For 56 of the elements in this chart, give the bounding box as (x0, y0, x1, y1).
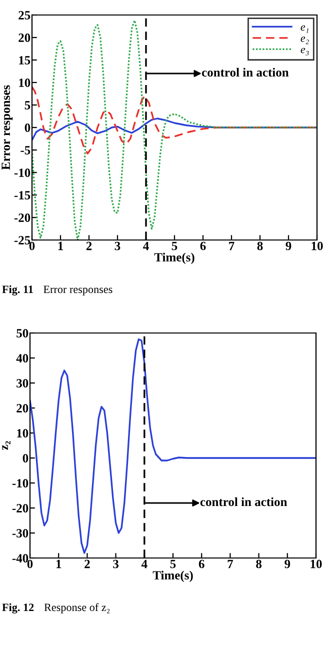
line-series (30, 338, 316, 554)
y-tick-label: -5 (20, 146, 30, 154)
x-tick-label: 3 (113, 560, 118, 568)
y-tick-label: 0 (24, 124, 30, 132)
y-tick-label: 10 (19, 78, 30, 87)
x-tick-label: 9 (286, 242, 292, 250)
x-tick-label: 7 (229, 242, 234, 250)
annotation: control in action (202, 68, 289, 77)
x-tick-label: 2 (84, 560, 90, 568)
y-tick-label: 5 (24, 101, 30, 110)
x-tick-label: 1 (56, 560, 62, 568)
x-tick-label: 1 (58, 242, 63, 250)
caption: Fig. 11 (2, 285, 33, 296)
y-tick-label: -10 (14, 168, 30, 177)
y-tick-label: -10 (12, 479, 28, 488)
y-tick-label: 20 (16, 404, 28, 412)
x-tick-label: 8 (256, 560, 262, 568)
x-tick-label: 5 (170, 560, 176, 568)
x-tick-label: 4 (143, 242, 149, 250)
x-tick-label: 2 (86, 242, 92, 250)
y-axis-title: Error responses (2, 85, 13, 170)
y-axis-title: z₂ (2, 441, 10, 450)
x-tick-label: 6 (200, 242, 206, 250)
x-tick-label: 9 (284, 560, 290, 568)
y-tick-label: 40 (16, 354, 28, 362)
y-tick-label: -25 (14, 236, 30, 244)
x-tick-label: 5 (172, 242, 178, 250)
x-tick-label: 8 (257, 242, 263, 250)
y-tick-label: -20 (12, 504, 28, 512)
annotation: control in action (200, 497, 288, 506)
legend-label: e₃ (300, 48, 309, 56)
y-tick-label: 15 (19, 56, 30, 64)
text: Error responses (44, 286, 112, 296)
x-tick-label: 6 (198, 560, 204, 568)
y-tick-label: 30 (16, 379, 28, 388)
y-tick-label: 10 (17, 429, 28, 438)
y-tick-label: -40 (12, 554, 28, 562)
legend-label: e₂ (300, 36, 309, 44)
x-axis-title: Time(s) (152, 570, 193, 582)
legend-label: e₁ (300, 25, 308, 33)
x-tick-label: 4 (141, 560, 148, 568)
x-tick-label: 7 (228, 560, 234, 568)
x-axis-title: Time(s) (154, 252, 194, 264)
y-tick-label: -15 (14, 191, 30, 200)
y-tick-label: -30 (12, 529, 28, 538)
x-tick-label: 10 (312, 242, 323, 250)
caption: Fig. 12 (2, 603, 34, 614)
y-tick-label: 25 (18, 11, 30, 20)
y-tick-label: 50 (16, 329, 28, 338)
x-tick-label: 3 (114, 242, 120, 250)
y-tick-label: 0 (22, 454, 28, 462)
y-tick-label: 20 (18, 34, 30, 42)
text: Response of z₂ (44, 603, 110, 614)
line-series (32, 86, 317, 154)
y-tick-label: -20 (14, 214, 30, 222)
x-tick-label: 10 (310, 560, 322, 568)
